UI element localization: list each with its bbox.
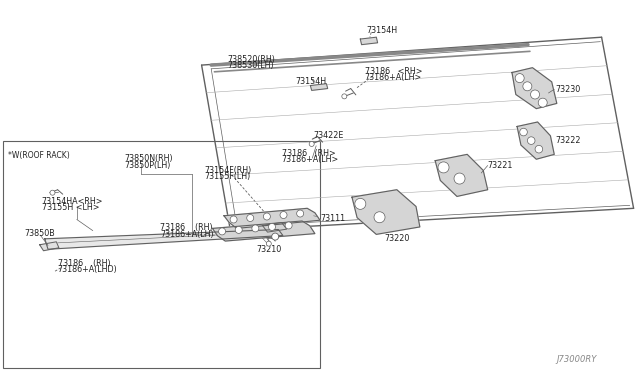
- Circle shape: [269, 224, 275, 230]
- Text: 73186+A(LH>: 73186+A(LH>: [282, 155, 339, 164]
- Text: 73422E: 73422E: [314, 131, 344, 140]
- Polygon shape: [212, 221, 315, 241]
- Circle shape: [527, 137, 535, 144]
- Polygon shape: [40, 242, 59, 251]
- Text: 73220: 73220: [384, 234, 410, 243]
- Circle shape: [438, 162, 449, 173]
- Circle shape: [342, 94, 347, 99]
- Text: 73155F(LH): 73155F(LH): [205, 172, 251, 181]
- Text: 73850P(LH): 73850P(LH): [125, 161, 171, 170]
- Circle shape: [219, 228, 225, 235]
- Polygon shape: [224, 208, 320, 228]
- Circle shape: [520, 128, 527, 136]
- Text: 738520(RH): 738520(RH): [227, 55, 275, 64]
- Circle shape: [50, 190, 55, 195]
- Circle shape: [515, 74, 524, 83]
- Text: *W(ROOF RACK): *W(ROOF RACK): [8, 151, 69, 160]
- Polygon shape: [360, 37, 378, 45]
- Text: 73186   (RH>: 73186 (RH>: [282, 149, 335, 158]
- Circle shape: [280, 212, 287, 218]
- Text: 73155H <LH>: 73155H <LH>: [42, 203, 99, 212]
- Text: 73222: 73222: [556, 136, 581, 145]
- Bar: [3, 141, 320, 368]
- Text: 73154H: 73154H: [366, 26, 397, 35]
- Polygon shape: [352, 190, 420, 234]
- Polygon shape: [262, 222, 287, 232]
- Circle shape: [272, 233, 278, 240]
- Text: 738530(LH): 738530(LH): [227, 61, 274, 70]
- Text: 73111: 73111: [320, 214, 345, 223]
- Text: 73154H: 73154H: [296, 77, 327, 86]
- Polygon shape: [45, 230, 283, 249]
- Circle shape: [523, 82, 532, 91]
- Circle shape: [297, 210, 303, 217]
- Polygon shape: [517, 122, 554, 159]
- Text: 73186+A(LHD): 73186+A(LHD): [58, 265, 117, 274]
- Circle shape: [531, 90, 540, 99]
- Text: 73850B: 73850B: [24, 229, 55, 238]
- Circle shape: [252, 225, 259, 232]
- Text: 73186    (RH): 73186 (RH): [160, 223, 212, 232]
- Text: 73186+A(LH>: 73186+A(LH>: [365, 73, 422, 82]
- Polygon shape: [310, 84, 328, 90]
- Text: 73186+A(LH): 73186+A(LH): [160, 230, 214, 238]
- Text: 73186    (RH): 73186 (RH): [58, 259, 110, 267]
- Text: J73000RY: J73000RY: [557, 355, 597, 364]
- Polygon shape: [435, 154, 488, 196]
- Circle shape: [535, 145, 543, 153]
- Text: 73210: 73210: [256, 245, 281, 254]
- Circle shape: [355, 198, 366, 209]
- Circle shape: [374, 212, 385, 223]
- Circle shape: [264, 213, 270, 220]
- Circle shape: [266, 241, 271, 246]
- Circle shape: [236, 227, 242, 233]
- Circle shape: [454, 173, 465, 184]
- Circle shape: [247, 215, 253, 221]
- Text: 73186   <RH>: 73186 <RH>: [365, 67, 422, 76]
- Text: 73154HA<RH>: 73154HA<RH>: [42, 197, 103, 206]
- Circle shape: [538, 98, 547, 107]
- Circle shape: [309, 141, 314, 147]
- Circle shape: [285, 222, 292, 229]
- Text: 73154F(RH): 73154F(RH): [205, 166, 252, 174]
- Circle shape: [230, 216, 237, 223]
- Text: 73230: 73230: [556, 85, 580, 94]
- Polygon shape: [512, 68, 557, 109]
- Text: 73850N(RH): 73850N(RH): [125, 154, 173, 163]
- Text: 73221: 73221: [488, 161, 513, 170]
